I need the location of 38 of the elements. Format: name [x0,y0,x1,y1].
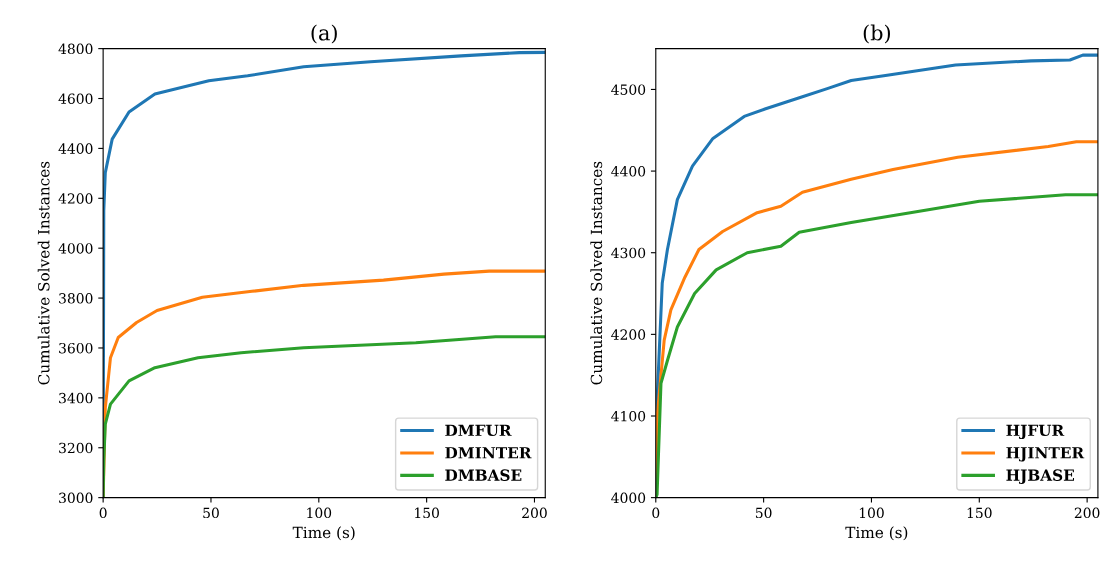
y-tick-label: 4200 [611,329,646,340]
x-tick-label: 200 [522,507,547,519]
x-tick-label: 150 [415,507,439,519]
legend-label: DMFUR [445,424,512,437]
y-tick-label: 4600 [58,93,93,104]
x-tick-label: 50 [755,507,772,519]
y-tick-label: 4000 [58,243,93,254]
y-tick-label: 3400 [59,392,93,404]
chart-title: (a) [311,24,337,44]
y-tick-label: 3000 [59,492,93,504]
y-axis-title: Cumulative Solved Instances [590,161,603,385]
legend-label: DMBASE [445,469,522,481]
y-tick-label: 3600 [59,342,93,354]
x-tick-label: 100 [859,507,884,519]
y-tick-label: 4800 [58,43,93,55]
y-axis-title: Cumulative Solved Instances [37,161,50,385]
x-tick-label: 200 [1074,507,1100,519]
y-tick-label: 3800 [59,293,93,304]
legend-label: HJBASE [1006,469,1074,484]
x-axis-title: Time (s) [845,526,908,541]
x-tick-label: 100 [307,507,332,519]
y-tick-label: 4000 [611,492,646,504]
legend-label: HJINTER [1006,447,1085,462]
y-tick-label: 4400 [58,143,93,154]
x-tick-label: 50 [203,507,219,519]
legend-label: HJFUR [1006,424,1065,440]
x-tick-label: 0 [99,507,107,519]
x-tick-label: 150 [967,507,992,519]
chart-title: (b) [863,24,890,44]
y-tick-label: 4200 [58,193,93,204]
legend-label: DMINTER [445,447,532,459]
x-tick-label: 0 [652,507,660,519]
x-axis-title: Time (s) [292,526,355,541]
y-tick-label: 4100 [611,410,646,422]
y-tick-label: 4400 [611,166,646,177]
y-tick-label: 3200 [59,442,93,454]
y-tick-label: 4300 [611,247,646,259]
y-tick-label: 4500 [611,84,646,95]
